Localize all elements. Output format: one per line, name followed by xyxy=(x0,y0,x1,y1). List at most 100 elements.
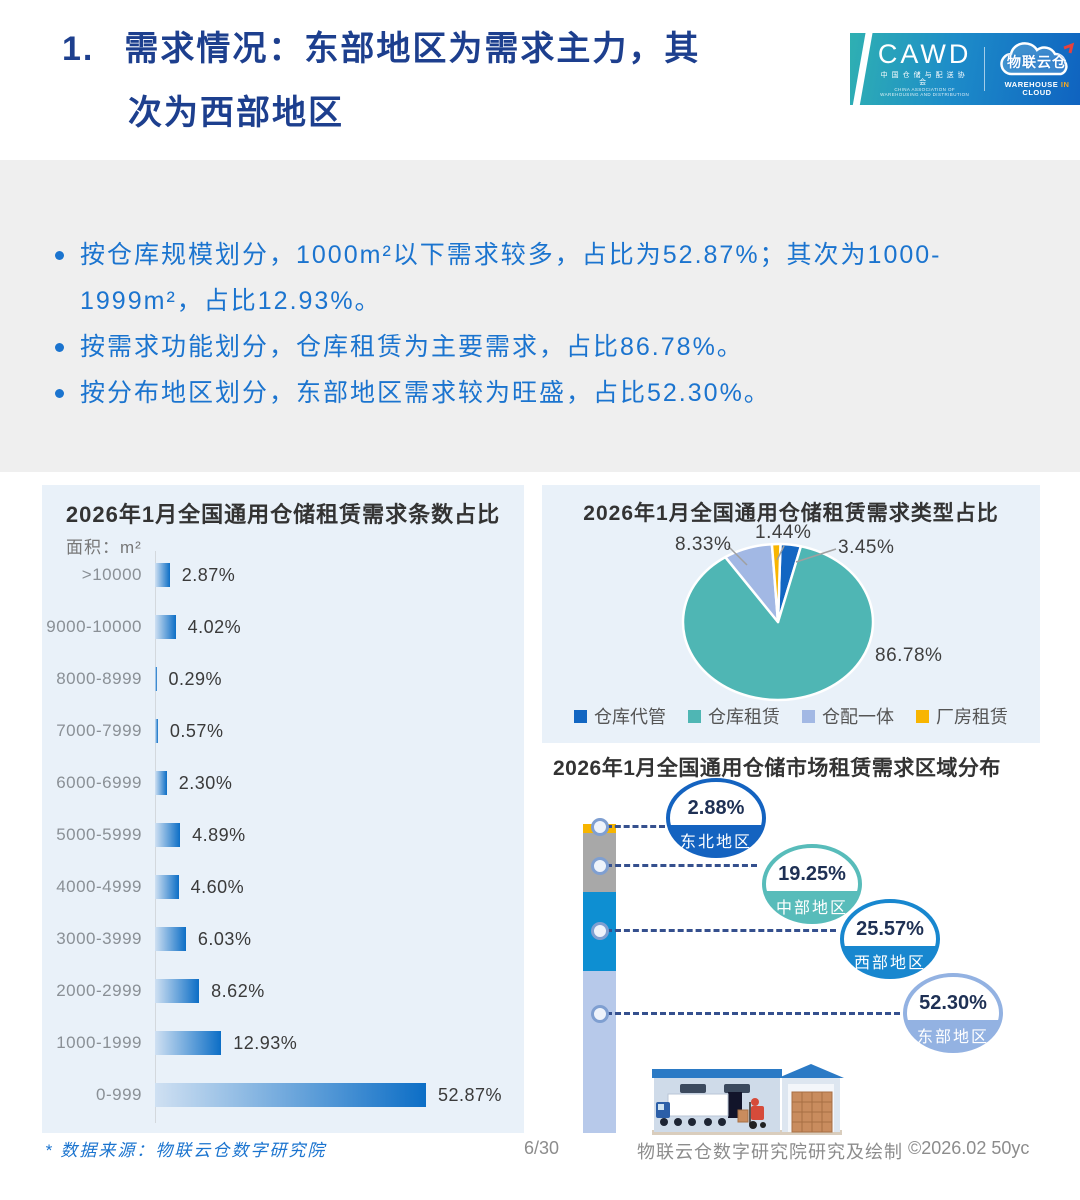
pie-chart-panel: 2026年1月全国通用仓储租赁需求类型占比 3.45% 86.78% 8.33%… xyxy=(542,485,1040,743)
bar-category-label: 5000-5999 xyxy=(56,825,142,844)
bar xyxy=(155,771,167,795)
cawd-logo: CAWD 中国仓储与配送协会 CHINA ASSOCIATION OF WARE… xyxy=(876,41,973,97)
credit-text: 物联云仓数字研究院研究及绘制 xyxy=(637,1142,903,1162)
pie-chart xyxy=(681,542,875,702)
bullet-marker xyxy=(55,251,64,260)
bar-category-label: 9000-10000 xyxy=(46,617,142,636)
pie-chart-title: 2026年1月全国通用仓储租赁需求类型占比 xyxy=(583,502,999,525)
bar-track: 2.87% xyxy=(155,549,524,601)
region-badge-东北地区: 2.88% 东北地区 xyxy=(661,773,771,863)
bar-value-label: 4.60% xyxy=(190,876,245,897)
bar-category-label: 6000-6999 xyxy=(56,773,142,792)
bullet-marker xyxy=(55,389,64,398)
cawd-wordmark: CAWD xyxy=(877,39,972,69)
bar-track: 8.62% xyxy=(155,965,524,1017)
legend-swatch xyxy=(802,709,815,723)
region-chart-title: 2026年1月全国通用仓储市场租赁需求区域分布 xyxy=(553,757,1001,780)
bar-track: 0.29% xyxy=(155,653,524,705)
bar-category-label: >10000 xyxy=(81,565,142,584)
bar-row: 8000-8999 0.29% xyxy=(42,653,524,705)
bar-category-label: 1000-1999 xyxy=(56,1033,142,1052)
callout-dot xyxy=(591,922,609,940)
bar xyxy=(155,823,181,847)
pie-leader-line xyxy=(776,545,785,561)
bar-row: 9000-10000 4.02% xyxy=(42,601,524,653)
bar-chart-panel: 2026年1月全国通用仓储租赁需求条数占比 面积：m² >10000 2.87% 9… xyxy=(42,485,524,1133)
bar xyxy=(155,1031,222,1055)
svg-text:东部地区: 东部地区 xyxy=(917,1028,989,1046)
bar xyxy=(155,667,157,691)
logo-banner: CAWD 中国仓储与配送协会 CHINA ASSOCIATION OF WARE… xyxy=(850,31,1080,109)
logo-divider xyxy=(984,47,985,91)
pie-label-warehouse-leasing: 86.78% xyxy=(875,645,943,666)
legend-item: 仓配一体 xyxy=(802,703,894,729)
bar-category-label: 4000-4999 xyxy=(56,877,142,896)
wic-english-name: WAREHOUSE IN CLOUD xyxy=(994,81,1080,96)
cloud-icon xyxy=(1000,42,1075,76)
cawd-english-name: CHINA ASSOCIATION OF WAREHOUSING AND DIS… xyxy=(880,87,970,97)
pie-label-warehouse-distribution: 8.33% xyxy=(675,534,732,555)
legend-swatch xyxy=(916,709,929,723)
bar-value-label: 0.57% xyxy=(169,720,224,741)
wic-word-in: IN xyxy=(1060,80,1070,89)
legend-item: 厂房租赁 xyxy=(916,703,1008,729)
callout-dashed-line xyxy=(606,1012,900,1015)
bar xyxy=(155,875,179,899)
bar-category-label: 8000-8999 xyxy=(56,669,142,688)
logo-slash-decoration xyxy=(852,31,873,109)
bar xyxy=(155,979,200,1003)
bar-track: 2.30% xyxy=(155,757,524,809)
region-badge-西部地区: 25.57% 西部地区 xyxy=(835,894,945,984)
data-source-note: * 数据来源：物联云仓数字研究院 xyxy=(45,1141,327,1160)
callout-dot xyxy=(591,818,609,836)
bar-track: 52.87% xyxy=(155,1069,524,1121)
bar-chart-rows: >10000 2.87% 9000-10000 4.02% 8000-8999 0.29%… xyxy=(42,549,524,1121)
legend-item: 仓库代管 xyxy=(574,703,666,729)
bar-value-label: 4.02% xyxy=(187,616,242,637)
legend-swatch xyxy=(688,709,701,723)
wic-word-cloud: CLOUD xyxy=(1022,87,1052,97)
bar xyxy=(155,1083,426,1107)
page-number: 6/30 xyxy=(524,1138,560,1158)
bar-value-label: 12.93% xyxy=(233,1032,298,1053)
wic-word-warehouse: WAREHOUSE xyxy=(1004,80,1059,89)
title-text-line1: 需求情况：东部地区为需求主力，其 xyxy=(124,30,701,68)
bar-value-label: 4.89% xyxy=(192,824,246,845)
svg-text:25.57%: 25.57% xyxy=(856,918,924,940)
bullet-list: 按仓库规模划分，1000m²以下需求较多，占比为52.87%；其次为1000-1… xyxy=(55,232,1015,416)
bar-track: 4.89% xyxy=(155,809,524,861)
warehouse-illustration xyxy=(652,1064,844,1135)
bullet-text: 按需求功能划分，仓库租赁为主要需求，占比86.78%。 xyxy=(80,333,744,361)
bar-row: >10000 2.87% xyxy=(42,549,524,601)
svg-text:中部地区: 中部地区 xyxy=(776,899,848,917)
bullet-text: 按分布地区划分，东部地区需求较为旺盛，占比52.30%。 xyxy=(80,379,771,407)
pie-slice-3 xyxy=(770,542,782,624)
svg-text:西部地区: 西部地区 xyxy=(854,954,926,972)
forklift-icon xyxy=(737,1098,766,1129)
pie-label-warehouse-managed: 3.45% xyxy=(838,537,895,558)
region-badge-中部地区: 19.25% 中部地区 xyxy=(757,839,867,929)
bar-row: 4000-4999 4.60% xyxy=(42,861,524,913)
bar-value-label: 2.87% xyxy=(181,564,236,585)
bar-value-label: 52.87% xyxy=(438,1084,503,1105)
bar-row: 3000-3999 6.03% xyxy=(42,913,524,965)
bar-value-label: 6.03% xyxy=(197,928,252,949)
summary-panel: 按仓库规模划分，1000m²以下需求较多，占比为52.87%；其次为1000-1… xyxy=(0,160,1080,472)
boxes-icon xyxy=(791,1091,833,1133)
bar-row: 2000-2999 8.62% xyxy=(42,965,524,1017)
bar-category-label: 7000-7999 xyxy=(56,721,142,740)
bar-track: 6.03% xyxy=(155,913,524,965)
bar xyxy=(155,719,158,743)
bar xyxy=(155,615,176,639)
callout-dashed-line xyxy=(606,825,665,828)
svg-text:2.88%: 2.88% xyxy=(688,797,745,819)
bullet-item: 按仓库规模划分，1000m²以下需求较多，占比为52.87%；其次为1000-1… xyxy=(55,232,1015,324)
svg-text:东北地区: 东北地区 xyxy=(680,833,752,851)
bar-chart-title: 2026年1月全国通用仓储租赁需求条数占比 xyxy=(65,502,501,527)
legend-swatch xyxy=(574,709,587,723)
bar-value-label: 8.62% xyxy=(211,980,265,1001)
bar-track: 4.02% xyxy=(155,601,524,653)
copyright-text: ©2026.02 50yc xyxy=(908,1138,1030,1158)
callout-dashed-line xyxy=(606,864,757,867)
